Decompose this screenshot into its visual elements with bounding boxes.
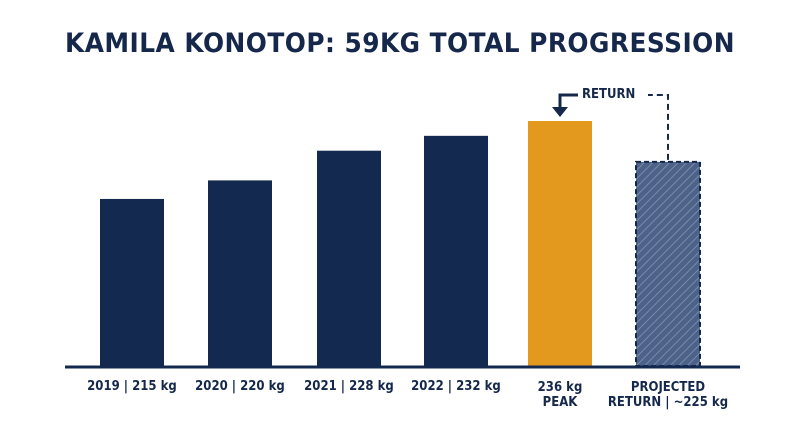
bar-4 bbox=[528, 121, 592, 366]
bar-0 bbox=[100, 198, 164, 366]
x-tick-label-1: 2020 | 220 kg bbox=[177, 379, 303, 394]
x-tick-label-line: 2022 | 232 kg bbox=[411, 379, 501, 394]
x-tick-label-line: 2020 | 220 kg bbox=[195, 379, 285, 394]
bar-3 bbox=[424, 135, 488, 366]
x-tick-label-line: 236 kg bbox=[537, 380, 583, 395]
return-annotation-arrow-line bbox=[558, 93, 578, 107]
x-tick-label-line: 2019 | 215 kg bbox=[87, 379, 177, 394]
chart-title: KAMILA KONOTOP: 59KG TOTAL PROGRESSION bbox=[64, 28, 735, 59]
return-annotation-dashed-line bbox=[648, 94, 669, 160]
return-annotation-label: RETURN bbox=[582, 87, 636, 102]
bar-1 bbox=[208, 180, 272, 366]
x-tick-label-line: PEAK bbox=[542, 395, 578, 410]
x-tick-label-3: 2022 | 232 kg bbox=[393, 379, 519, 394]
x-tick-label-line: PROJECTED bbox=[630, 380, 706, 395]
bar-5 bbox=[635, 160, 701, 367]
x-tick-label-0: 2019 | 215 kg bbox=[69, 379, 195, 394]
x-tick-label-line: RETURN | ~225 kg bbox=[607, 395, 729, 410]
x-tick-label-4: 236 kg PEAK bbox=[497, 380, 623, 410]
x-tick-label-2: 2021 | 228 kg bbox=[286, 379, 412, 394]
x-tick-label-5: PROJECTED RETURN | ~225 kg bbox=[605, 380, 731, 410]
bar-2 bbox=[317, 150, 381, 366]
arrowhead-icon bbox=[552, 107, 568, 117]
x-tick-label-line: 2021 | 228 kg bbox=[304, 379, 394, 394]
